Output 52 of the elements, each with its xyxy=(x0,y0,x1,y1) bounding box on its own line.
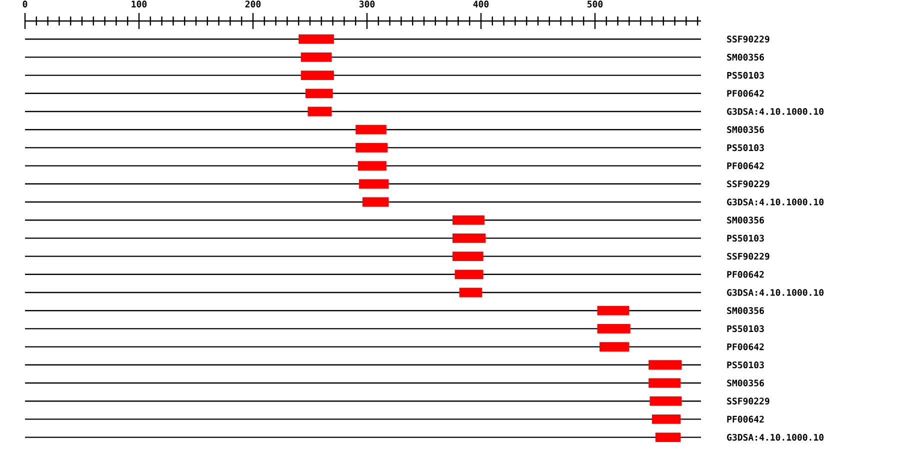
y-tick-label: SM00356 xyxy=(727,54,764,61)
bar xyxy=(300,70,334,80)
y-tick-label: SSF90229 xyxy=(727,36,770,43)
y-tick-label: SSF90229 xyxy=(727,398,770,405)
y-tick-label: PS50103 xyxy=(727,144,764,152)
x-tick-label: 0 xyxy=(22,0,28,8)
x-tick-label: 200 xyxy=(245,0,261,8)
y-tick-label: PF00642 xyxy=(727,416,764,423)
y-tick-label: SM00356 xyxy=(727,307,764,314)
y-tick-label: SM00356 xyxy=(727,126,764,134)
y-tick-label: PF00642 xyxy=(727,90,764,97)
x-tick-label: 300 xyxy=(359,0,375,8)
y-tick-label: G3DSA:4.10.1000.10 xyxy=(727,198,824,206)
y-tick-label: PF00642 xyxy=(727,343,764,350)
y-tick-label: PS50103 xyxy=(727,361,764,368)
bar xyxy=(652,414,680,424)
bar xyxy=(597,324,630,334)
bar xyxy=(305,88,333,98)
y-tick-label: SM00356 xyxy=(727,216,764,224)
bar xyxy=(648,360,682,370)
bar xyxy=(655,432,680,442)
bar xyxy=(648,378,680,388)
bar xyxy=(356,124,386,134)
bar xyxy=(600,342,630,352)
y-tick-label: G3DSA:4.10.1000.10 xyxy=(727,108,824,115)
y-tick-label: PF00642 xyxy=(727,270,764,278)
bar xyxy=(454,270,484,280)
bar xyxy=(356,142,388,152)
bar xyxy=(452,233,486,243)
y-tick-label: G3DSA:4.10.1000.10 xyxy=(727,289,824,296)
bar xyxy=(300,52,332,62)
y-tick-label: SSF90229 xyxy=(727,180,770,188)
y-tick-label: PF00642 xyxy=(727,162,764,170)
y-tick-label: PS50103 xyxy=(727,325,764,332)
bar xyxy=(359,179,389,189)
bar xyxy=(358,161,386,170)
bar xyxy=(459,288,482,298)
y-tick-label: G3DSA:4.10.1000.10 xyxy=(727,434,824,441)
bar xyxy=(298,34,334,44)
y-tick-label: SM00356 xyxy=(727,380,764,386)
y-tick-label: PS50103 xyxy=(727,234,764,242)
y-tick-label: PS50103 xyxy=(727,72,764,79)
y-tick-label: SSF90229 xyxy=(727,252,770,260)
bar xyxy=(452,252,484,261)
x-tick-label: 100 xyxy=(132,0,147,8)
bar xyxy=(597,306,630,316)
bar xyxy=(362,197,389,207)
bar xyxy=(650,396,682,406)
x-tick-label: 500 xyxy=(587,0,603,8)
bar xyxy=(452,215,484,225)
bar xyxy=(308,106,332,116)
x-tick-label: 400 xyxy=(473,0,489,8)
